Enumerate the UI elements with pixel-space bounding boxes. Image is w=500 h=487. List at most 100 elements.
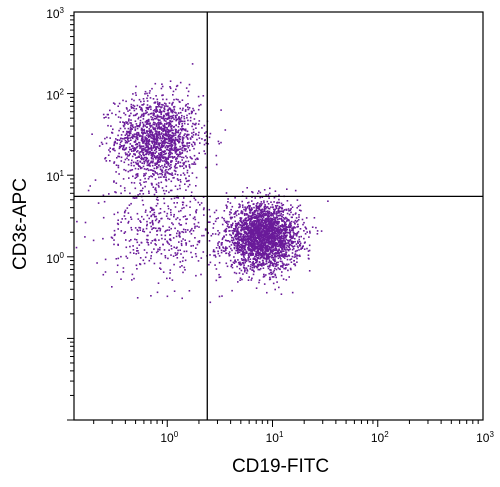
event-point-pop1 (136, 127, 139, 130)
event-point-pop2 (230, 265, 232, 268)
event-point-pop1 (165, 126, 168, 129)
event-point-pop2 (270, 224, 273, 226)
event-point-pop1 (174, 147, 176, 150)
event-point-pop2 (254, 220, 256, 222)
event-point-pop1 (143, 154, 145, 157)
event-point-pop2 (284, 264, 287, 266)
event-point-pop3 (195, 209, 198, 211)
event-point-pop2 (278, 221, 280, 223)
event-point-pop2 (245, 213, 248, 215)
event-point-pop1 (163, 118, 165, 121)
event-point-pop1 (141, 135, 144, 137)
event-point-pop2 (241, 212, 244, 215)
event-point-pop3 (176, 232, 178, 235)
event-point-pop2 (286, 219, 289, 221)
event-point-pop1 (155, 138, 157, 141)
event-point-pop2 (289, 236, 292, 239)
event-point-pop1 (148, 151, 150, 153)
event-point-pop2 (277, 239, 279, 241)
event-point-pop3 (192, 217, 195, 220)
event-point-pop1 (218, 142, 220, 145)
event-point-pop2 (240, 220, 242, 222)
event-point-pop2 (281, 220, 284, 222)
event-point-pop1 (167, 117, 170, 119)
event-point-pop1 (150, 131, 152, 133)
event-point-pop1 (173, 176, 175, 179)
event-point-pop1 (151, 133, 154, 135)
event-point-pop3 (148, 217, 150, 220)
event-point-pop2 (258, 236, 261, 239)
event-point-pop2 (248, 256, 250, 258)
event-point-pop3 (135, 264, 138, 267)
event-point-pop3 (158, 220, 161, 222)
event-point-pop1 (167, 168, 170, 171)
event-point-pop3 (164, 234, 167, 237)
event-point-pop1 (178, 112, 180, 114)
event-point-pop1 (160, 121, 162, 123)
event-point-pop2 (279, 237, 281, 240)
event-point-pop1 (155, 117, 158, 119)
event-point-pop1 (141, 130, 143, 132)
event-point-pop1 (111, 131, 113, 134)
event-point-pop2 (254, 242, 256, 244)
event-point-pop1 (167, 105, 169, 108)
event-point-pop1 (197, 123, 200, 125)
event-point-pop3 (157, 250, 159, 252)
event-point-pop2 (261, 240, 264, 243)
event-point-pop1 (152, 112, 155, 114)
event-point-pop3 (160, 253, 163, 255)
event-point-pop1 (163, 125, 165, 128)
event-point-pop2 (263, 256, 265, 259)
event-point-pop1 (138, 144, 141, 147)
event-point-pop2 (258, 218, 260, 220)
event-point-pop2 (236, 210, 239, 212)
event-point-pop1 (89, 185, 91, 187)
event-point-pop2 (268, 197, 270, 199)
event-point-pop1 (132, 93, 134, 95)
event-point-pop1 (161, 174, 164, 176)
event-point-pop2 (249, 212, 252, 214)
event-point-pop2 (278, 194, 280, 196)
event-point-pop2 (252, 217, 254, 219)
event-point-pop2 (279, 242, 282, 244)
event-point-pop2 (256, 202, 259, 204)
event-point-pop3 (185, 166, 187, 168)
event-point-pop1 (187, 106, 189, 108)
event-point-pop1 (154, 82, 157, 85)
event-point-pop1 (172, 129, 174, 132)
event-point-pop2 (257, 224, 259, 226)
event-point-pop1 (118, 173, 120, 175)
event-point-pop2 (230, 244, 233, 246)
event-point-pop1 (174, 132, 177, 134)
event-point-pop1 (168, 118, 170, 120)
event-point-pop1 (133, 164, 135, 167)
event-point-pop1 (160, 145, 163, 147)
event-point-pop1 (116, 139, 119, 141)
event-point-pop1 (154, 146, 156, 149)
x-tick-label: 102 (371, 430, 389, 445)
event-point-pop2 (261, 209, 263, 211)
event-point-pop2 (255, 231, 257, 234)
event-point-pop2 (265, 258, 268, 261)
event-point-pop2 (293, 260, 295, 262)
event-point-pop3 (188, 290, 191, 292)
event-point-pop2 (294, 219, 297, 222)
event-point-pop2 (267, 226, 270, 229)
event-point-pop1 (203, 150, 205, 152)
event-point-pop3 (194, 218, 197, 221)
event-point-pop1 (166, 131, 169, 133)
event-point-pop3 (225, 204, 227, 207)
event-point-pop1 (196, 138, 198, 141)
event-point-pop2 (272, 236, 275, 238)
event-point-pop1 (161, 83, 163, 85)
event-point-pop2 (296, 226, 298, 228)
event-point-pop1 (156, 161, 159, 163)
event-point-pop2 (292, 213, 294, 216)
event-point-pop2 (270, 226, 272, 229)
event-point-pop1 (118, 155, 121, 158)
event-point-pop1 (174, 136, 177, 139)
event-point-pop2 (281, 238, 283, 240)
event-point-pop1 (143, 141, 146, 143)
event-point-pop1 (156, 141, 158, 143)
event-point-pop2 (289, 248, 291, 250)
